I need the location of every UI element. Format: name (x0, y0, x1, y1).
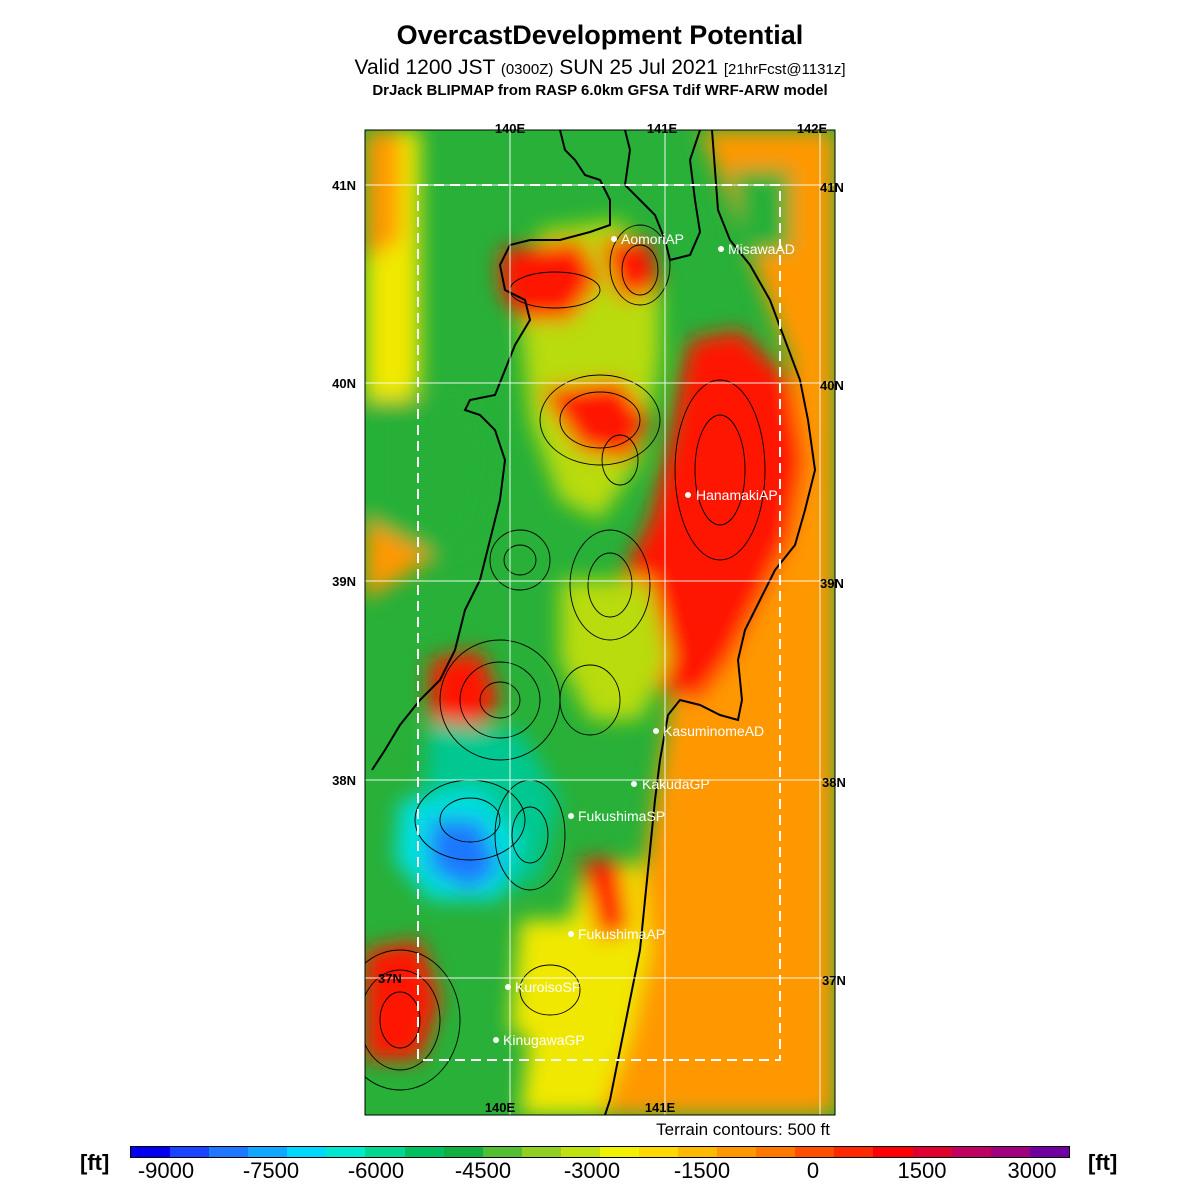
terrain-contours (365, 224, 766, 1091)
valid-time-utc: (0300Z) (500, 61, 554, 78)
lon-label-bottom-141e: 141E (645, 1100, 676, 1115)
station-kasuminomead: KasuminomeAD (653, 723, 764, 739)
color-bar-swatch (131, 1147, 171, 1157)
color-bar-swatch (990, 1147, 1030, 1157)
valid-date: SUN 25 Jul 2021 (559, 56, 718, 79)
valid-time: Valid 1200 JST (354, 56, 495, 79)
color-bar-tick-label: -3000 (563, 1158, 621, 1183)
svg-text:KinugawaGP: KinugawaGP (503, 1032, 585, 1048)
color-bar-swatch (521, 1147, 561, 1157)
forecast-info: [21hrFcst@1131z] (723, 61, 846, 78)
color-bar-tick-label: -6000 (347, 1158, 405, 1183)
lat-label-left-40n: 40N (332, 376, 356, 391)
station-fukushimaap: FukushimaAP (568, 926, 665, 942)
lon-label-top-141e: 141E (647, 121, 678, 136)
lon-label-top-142e: 142E (797, 121, 828, 136)
color-bar-swatch (873, 1147, 913, 1157)
color-bar-labels: -9000 -7500 -6000 -4500 -3000 -1500 0 1500 3000 (0, 1158, 1200, 1188)
map-title: OvercastDevelopment Potential (396, 20, 804, 50)
color-bar-swatch (951, 1147, 991, 1157)
color-bar-swatch (678, 1147, 718, 1157)
field-region-orange (600, 130, 835, 1115)
station-misawaad: MisawaAD (718, 241, 795, 257)
station-kakudagp: KakudaGP (631, 776, 710, 792)
field-region-green (730, 170, 790, 255)
map-field (365, 130, 835, 1115)
lat-label-left-38n: 38N (332, 773, 356, 788)
model-description: DrJack BLIPMAP from RASP 6.0km GFSA Tdif… (372, 82, 828, 99)
svg-text:HanamakiAP: HanamakiAP (696, 487, 778, 503)
color-bar-tick-label: 1500 (897, 1158, 947, 1183)
lat-label-right-37n: 37N (822, 973, 846, 988)
lon-label-bottom-140e: 140E (485, 1100, 516, 1115)
color-bar-swatch (365, 1147, 405, 1157)
color-bar-tick-label: 0 (806, 1158, 820, 1183)
color-bar-swatch (717, 1147, 757, 1157)
color-bar-swatch (404, 1147, 444, 1157)
color-bar-swatch (482, 1147, 522, 1157)
svg-text:KuroisoSF: KuroisoSF (515, 979, 580, 995)
color-bar-tick-label: 3000 (1007, 1158, 1057, 1183)
field-region-red (600, 240, 660, 300)
legend-unit-right: [ft] (1088, 1150, 1118, 1175)
station-hanamakiap: HanamakiAP (685, 487, 778, 503)
coastline (371, 130, 817, 1115)
color-bar-swatch (795, 1147, 835, 1157)
color-bar-swatch (834, 1147, 874, 1157)
field-region-yellow (510, 920, 600, 1050)
color-bar-swatch (443, 1147, 483, 1157)
svg-text:FukushimaAP: FukushimaAP (578, 926, 665, 942)
lon-label-top-140e: 140E (495, 121, 526, 136)
svg-text:KakudaGP: KakudaGP (642, 776, 710, 792)
legend-unit-left: [ft] (80, 1150, 110, 1175)
color-bar-swatch (599, 1147, 640, 1157)
valid-time-line: Valid 1200 JST (0300Z) SUN 25 Jul 2021 [… (0, 56, 1200, 80)
color-bar-swatch (756, 1147, 796, 1157)
color-bar-tick-label: -1500 (673, 1158, 731, 1183)
color-bar-swatch (209, 1147, 249, 1157)
lat-label-left-41n: 41N (332, 178, 356, 193)
color-bar-tick-label: -9000 (137, 1158, 195, 1183)
color-bar-swatch (170, 1147, 210, 1157)
field-region-red (540, 380, 650, 460)
station-kinugawagp: KinugawaGP (493, 1032, 585, 1048)
field-region-green (365, 400, 500, 560)
field-region-blue (430, 820, 500, 890)
field-region-red (580, 860, 630, 940)
color-bar-swatch (287, 1147, 327, 1157)
color-bar (130, 1146, 1070, 1158)
color-bar-tick-label: -4500 (454, 1158, 512, 1183)
field-region-red (365, 940, 440, 1060)
color-bar-swatch (912, 1147, 952, 1157)
lat-label-left-39n: 39N (332, 574, 356, 589)
lat-label-left-37n: 37N (378, 971, 402, 986)
svg-text:AomoriAP: AomoriAP (621, 231, 684, 247)
station-kuroisosf: KuroisoSF (505, 979, 580, 995)
color-bar-swatch (560, 1147, 600, 1157)
station-aomoriap: AomoriAP (611, 231, 684, 247)
color-bar-swatch (1029, 1147, 1069, 1157)
color-bar-swatch (248, 1147, 288, 1157)
lat-label-right-39n: 39N (820, 576, 844, 591)
svg-text:KasuminomeAD: KasuminomeAD (663, 723, 764, 739)
color-bar-swatch (639, 1147, 679, 1157)
svg-text:FukushimaSP: FukushimaSP (578, 808, 665, 824)
field-region-lime (560, 580, 670, 720)
color-bar-tick-label: -7500 (242, 1158, 300, 1183)
svg-text:MisawaAD: MisawaAD (728, 241, 795, 257)
color-bar-swatch (326, 1147, 366, 1157)
subdomain-box (417, 184, 781, 1061)
field-region-orange (365, 130, 400, 260)
station-fukushimasp: FukushimaSP (568, 808, 665, 824)
lat-label-right-41n: 41N (820, 180, 844, 195)
terrain-contour-note: Terrain contours: 500 ft (656, 1120, 830, 1139)
lat-label-right-40n: 40N (820, 378, 844, 393)
map-frame (364, 129, 836, 1116)
field-region-red (430, 650, 500, 740)
lat-label-right-38n: 38N (822, 775, 846, 790)
